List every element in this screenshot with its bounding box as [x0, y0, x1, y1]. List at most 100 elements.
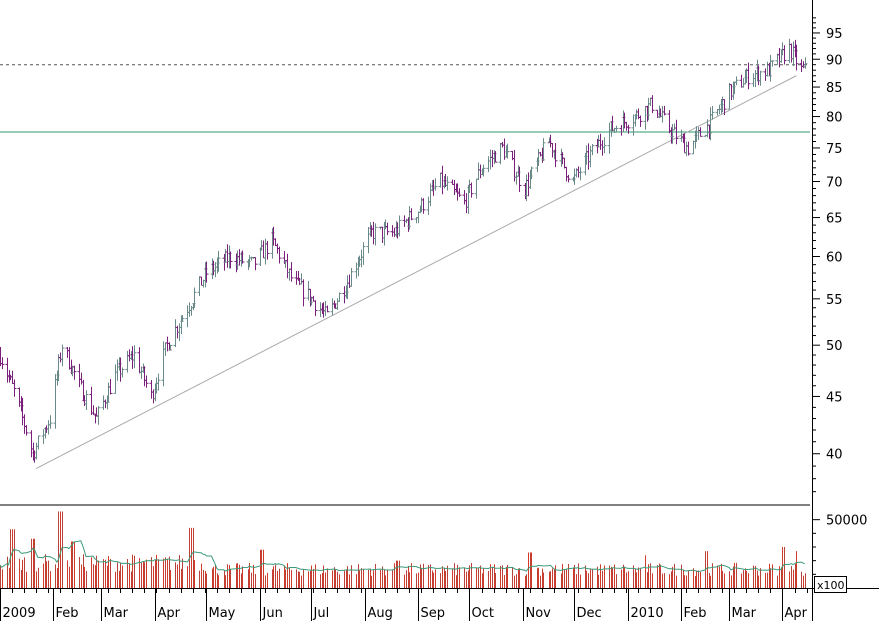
x-tick-label: Aug	[368, 606, 393, 621]
price-bar	[541, 138, 546, 162]
price-bar	[265, 241, 270, 260]
price-bar	[0, 357, 5, 370]
price-bar	[674, 119, 679, 145]
price-bar	[626, 124, 631, 134]
x-tick-label: Jun	[262, 606, 283, 621]
price-bar	[84, 390, 89, 410]
price-bar	[385, 222, 390, 236]
price-bar	[457, 188, 462, 198]
price-bar	[349, 268, 354, 287]
price-bar	[614, 125, 619, 133]
price-bar	[337, 292, 342, 302]
x-tick-label: Nov	[526, 606, 552, 621]
price-bar	[686, 141, 691, 156]
price-bar	[553, 142, 558, 168]
price-bar	[156, 373, 161, 391]
price-tick-label: 60	[826, 251, 843, 266]
volume-unit-label: x100	[817, 579, 845, 592]
price-bar	[650, 95, 655, 114]
price-bar	[505, 143, 510, 159]
x-tick-label: Sep	[421, 606, 446, 621]
price-bar	[445, 176, 450, 191]
price-tick-label: 55	[826, 293, 843, 308]
price-bar	[60, 344, 65, 367]
price-bar	[373, 223, 378, 246]
x-tick-label: 2010	[631, 606, 664, 621]
price-tick-label: 40	[826, 448, 843, 463]
price-bar	[192, 287, 197, 308]
price-bar	[216, 250, 221, 272]
price-bar	[301, 279, 306, 307]
price-bar	[803, 57, 808, 69]
x-tick-label: Mar	[104, 606, 129, 621]
price-bar	[590, 144, 595, 156]
price-bar	[228, 251, 233, 269]
x-tick-label: Jul	[313, 606, 330, 621]
volume-tick-label: 50000	[826, 514, 867, 529]
price-panel: 40 45 50 55 60 65 70 75 80 85 90 95	[0, 0, 843, 621]
x-tick-label: May	[209, 606, 236, 621]
price-tick-label: 45	[826, 390, 843, 405]
price-bar	[36, 435, 41, 450]
price-bar	[240, 250, 245, 264]
price-bar	[770, 60, 775, 67]
price-bar	[698, 127, 703, 137]
price-bar	[433, 178, 438, 191]
price-bar	[409, 208, 414, 221]
x-tick-label: Apr	[158, 606, 181, 621]
price-bar	[421, 198, 426, 214]
price-bar	[493, 151, 498, 163]
price-bar	[253, 257, 258, 271]
price-bar	[746, 62, 751, 90]
x-tick-label: Oct	[472, 606, 494, 621]
x-tick-label: 2009	[3, 606, 36, 621]
price-bar	[168, 344, 173, 351]
price-bar	[517, 166, 522, 193]
volume-unit-box	[814, 576, 847, 593]
price-tick-label: 85	[826, 81, 843, 96]
price-tick-label: 95	[826, 27, 843, 42]
price-bar	[277, 246, 282, 264]
price-tick-label: 65	[826, 212, 843, 227]
price-tick-label: 90	[826, 53, 843, 68]
trend-line	[35, 75, 797, 470]
price-bar	[325, 305, 330, 313]
price-bar	[24, 425, 29, 436]
price-tick-label: 80	[826, 111, 843, 126]
price-bar	[72, 365, 77, 380]
price-bar	[481, 164, 486, 177]
price-bar	[204, 261, 209, 283]
price-bar	[96, 406, 101, 425]
volume-panel: 50000 x100	[0, 511, 879, 593]
volume-moving-average	[0, 540, 805, 573]
price-tick-label: 75	[826, 142, 843, 157]
price-bar	[710, 105, 715, 120]
price-bar	[132, 345, 137, 369]
price-bar	[734, 76, 739, 86]
price-bar	[144, 375, 149, 388]
price-bar	[662, 105, 667, 116]
price-bar	[120, 367, 125, 378]
price-bar	[469, 182, 474, 198]
price-bar	[361, 242, 366, 265]
price-bar	[180, 314, 185, 322]
price-bar	[289, 262, 294, 282]
price-bar	[638, 115, 643, 127]
x-tick-label: Feb	[56, 606, 79, 621]
x-tick-label: Dec	[577, 606, 602, 621]
price-bar	[566, 174, 571, 183]
x-tick-label: Feb	[684, 606, 707, 621]
price-bar	[397, 215, 402, 237]
price-bar	[578, 167, 583, 181]
price-bar	[48, 415, 53, 429]
price-bar	[12, 379, 17, 397]
price-bar	[794, 44, 799, 71]
price-bar	[529, 166, 534, 180]
price-bar	[108, 378, 113, 395]
x-axis: 2009 Feb Mar Apr May Jun Jul Aug Sep Oct Nov Dec 201…	[0, 588, 808, 621]
price-bar	[313, 300, 318, 317]
price-bar	[782, 45, 787, 65]
price-tick-label: 50	[826, 339, 843, 354]
price-bar	[758, 70, 763, 86]
